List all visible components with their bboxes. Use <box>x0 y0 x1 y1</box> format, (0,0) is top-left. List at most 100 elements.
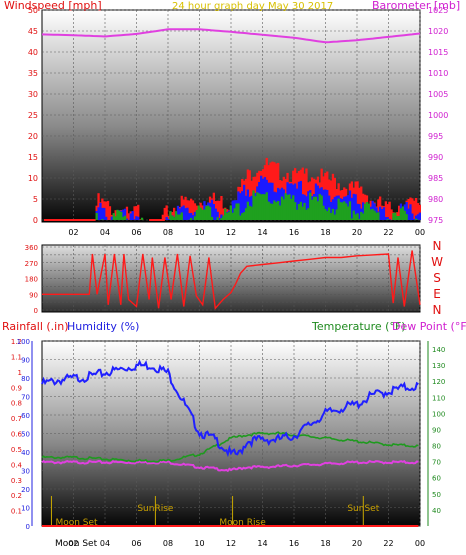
wind-bar <box>354 194 357 220</box>
gust-bar <box>413 200 416 220</box>
average-bar <box>403 210 406 220</box>
wind-bar <box>178 208 181 220</box>
time-tick-label: 22 <box>383 228 393 237</box>
temperature-tick-label: 80 <box>432 443 441 451</box>
barometer-tick-label: 1005 <box>428 90 448 99</box>
average-bar <box>358 218 361 220</box>
average-bar <box>350 218 353 220</box>
wind-bar <box>231 200 234 220</box>
average-bar <box>337 198 340 220</box>
gust-bar <box>125 206 129 220</box>
barometer-line <box>41 28 421 44</box>
wind-bar <box>243 184 246 220</box>
average-bar <box>286 195 289 220</box>
average-bar <box>252 190 255 220</box>
time-tick-label: 22 <box>383 539 393 548</box>
temperature-tick-label: 60 <box>432 475 441 483</box>
wind-bar <box>295 188 299 220</box>
wind-bar <box>182 205 185 220</box>
temperature-axis: 40 50 60 70 80 90 100 110 120 130 140 <box>427 341 445 526</box>
temperature-tick-label: 70 <box>432 459 441 467</box>
temperature-tick-label: 50 <box>432 491 441 499</box>
time-tick-label: 10 <box>194 539 204 548</box>
average-bar <box>197 205 200 220</box>
chart-title: 24 hour graph day May 30 2017 <box>172 1 333 12</box>
time-tick-label: 10 <box>194 228 204 237</box>
temperature-tick-label: 90 <box>432 426 441 434</box>
average-bar <box>201 209 204 220</box>
barometer-tick-label: 1010 <box>428 69 448 78</box>
wind-bar <box>122 209 125 220</box>
wind-bar <box>297 181 301 220</box>
gust-bar <box>190 198 193 220</box>
average-bar <box>292 195 295 220</box>
direction-tick-label: 90 <box>29 291 38 299</box>
average-bar <box>373 210 376 220</box>
barometer-tick-label: 1000 <box>428 111 448 120</box>
windspeed-tick-label: 50 <box>28 6 38 15</box>
rainfall-tick-label: 0.7 <box>11 415 22 423</box>
time-tick-label: 02 <box>68 539 78 548</box>
wind-bar <box>333 196 336 220</box>
gust-bar <box>275 163 278 220</box>
average-bar <box>169 211 172 220</box>
temperature-axis-label: Temperature (°F) <box>311 320 406 333</box>
average-bar <box>396 216 399 220</box>
gust-bar <box>398 205 401 220</box>
average-bar <box>244 208 248 220</box>
temperature-tick-label: 140 <box>432 346 445 354</box>
time-tick-label: 14 <box>257 539 267 548</box>
wind-bar <box>267 182 270 220</box>
temperature-tick-label: 130 <box>432 362 445 370</box>
average-bar <box>195 210 198 220</box>
gust-bar <box>377 199 380 220</box>
wind-bar <box>167 218 170 220</box>
average-bar <box>288 194 291 220</box>
gust-bar <box>191 200 195 220</box>
dew-point-axis-label: Dew Point (°F) <box>392 320 466 333</box>
time-tick-label: 04 <box>100 539 110 548</box>
wind-bar <box>326 190 329 220</box>
gust-bar <box>331 173 335 220</box>
average-bar <box>140 217 144 220</box>
wind-bar <box>324 189 327 220</box>
windspeed-tick-label: 20 <box>28 132 38 141</box>
barometer-tick-label: 990 <box>428 153 443 162</box>
average-bar <box>365 202 369 220</box>
average-bar <box>269 203 272 220</box>
wind-bar <box>329 202 333 220</box>
wind-bar <box>380 209 384 220</box>
average-bar <box>294 202 297 220</box>
wind-bar <box>294 183 297 220</box>
time-tick-label: 18 <box>320 539 330 548</box>
direction-tick-label: 180 <box>25 276 38 284</box>
average-bar <box>248 205 251 220</box>
moon-set-label: Moon Set <box>55 518 98 528</box>
average-bar <box>415 218 418 220</box>
average-bar <box>227 211 231 220</box>
humidity-tick-label: 60 <box>21 412 30 420</box>
compass-label: N <box>433 303 442 317</box>
gust-bar <box>161 214 164 220</box>
direction-tick-label: 0 <box>34 307 38 315</box>
rainfall-tick-label: 0.2 <box>11 492 22 500</box>
average-bar <box>254 196 257 220</box>
average-bar <box>405 214 408 220</box>
wind-bar <box>218 218 221 220</box>
average-bar <box>399 208 403 220</box>
temperature-tick-label: 120 <box>432 378 445 386</box>
time-tick-label: 02 <box>68 228 78 237</box>
average-bar <box>282 199 285 220</box>
windspeed-axis: 0 5 10 15 20 25 30 35 40 45 50 <box>28 6 38 225</box>
time-tick-label: 12 <box>226 539 236 548</box>
average-bar <box>369 209 372 220</box>
time-tick-label: 08 <box>163 539 173 548</box>
average-bar <box>392 213 395 220</box>
wind-bar <box>409 204 412 220</box>
wind-bar <box>193 211 197 220</box>
time-tick-label: 12 <box>226 228 236 237</box>
gust-bar <box>106 200 110 220</box>
average-bar <box>290 198 293 220</box>
average-bar <box>95 213 98 220</box>
